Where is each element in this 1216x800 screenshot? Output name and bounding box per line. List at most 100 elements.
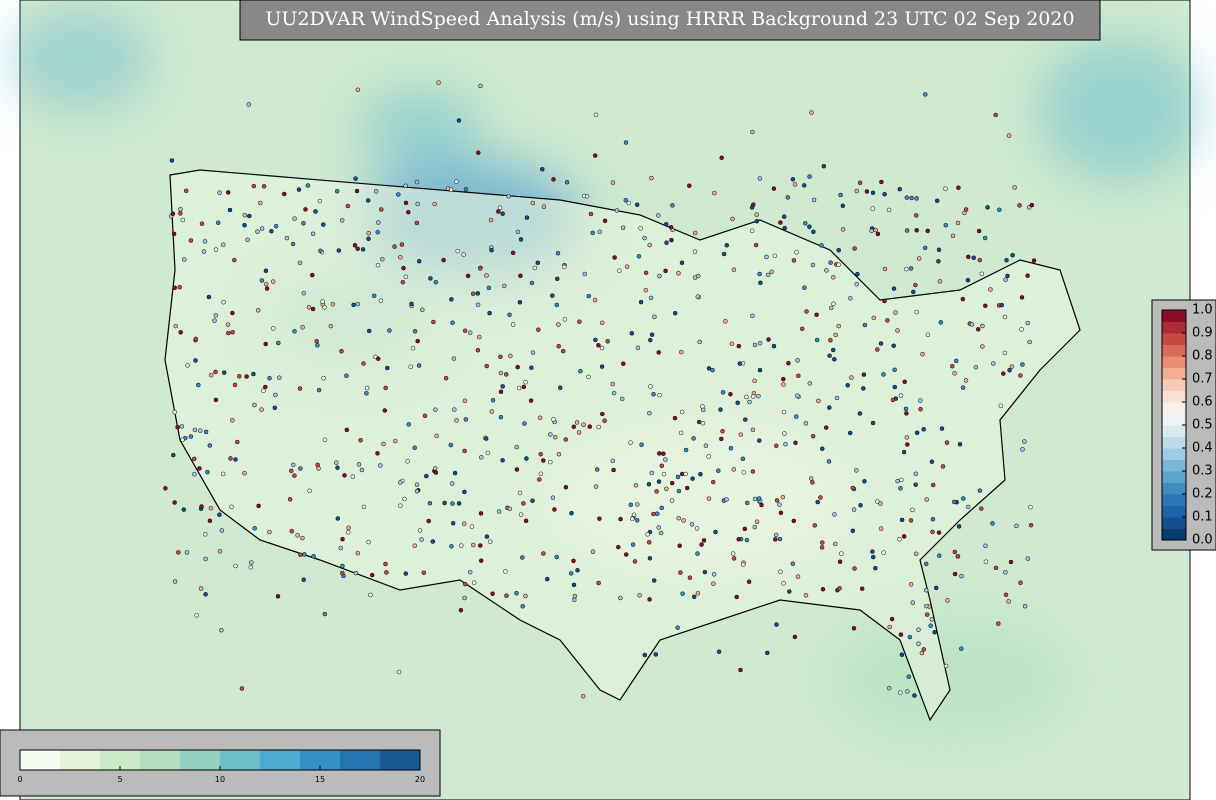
observation-dot [812, 523, 818, 528]
colorbar-swatch [1162, 402, 1186, 414]
observation-dot [913, 482, 918, 487]
observation-dot [634, 518, 640, 523]
observation-dot [754, 519, 760, 524]
observation-dot [852, 566, 857, 571]
observation-dot [648, 384, 653, 389]
observation-dot [656, 213, 661, 218]
land-outline [164, 169, 1081, 722]
observation-dot [803, 593, 809, 598]
observation-dot [450, 320, 455, 325]
observation-dot [913, 282, 918, 288]
observation-dot [861, 386, 866, 391]
observation-dot [178, 330, 183, 335]
observation-dot [647, 556, 653, 561]
colorbar-tick-label: 0.9 [1192, 326, 1213, 341]
observation-dot [401, 265, 406, 271]
observation-dot [270, 279, 276, 284]
observation-dot [594, 467, 600, 472]
observation-dot [966, 254, 971, 260]
observation-dot [795, 574, 801, 579]
observation-dot [548, 459, 553, 465]
observation-dot [470, 291, 476, 296]
observation-dot [777, 502, 782, 507]
observation-dot [383, 561, 388, 567]
observation-dot [893, 310, 898, 315]
observation-dot [409, 301, 414, 307]
colorbar-swatch [1162, 356, 1186, 368]
observation-dot [172, 500, 177, 505]
colorbar-tick-label: 15 [315, 775, 325, 784]
observation-dot [432, 466, 438, 471]
observation-dot [923, 92, 928, 97]
observation-dot [678, 570, 683, 575]
observation-dot [670, 203, 675, 208]
observation-dot [206, 294, 212, 300]
observation-dot [484, 273, 489, 278]
observation-dot [744, 537, 750, 543]
observation-dot [219, 528, 225, 533]
observation-dot [477, 266, 483, 271]
observation-dot [790, 561, 796, 566]
observation-dot [456, 501, 462, 506]
observation-dot [886, 685, 892, 691]
observation-dot [716, 468, 721, 473]
observation-dot [213, 397, 219, 403]
observation-dot [1028, 504, 1033, 510]
observation-dot [346, 525, 351, 531]
observation-dot [605, 339, 610, 344]
observation-dot [593, 112, 599, 118]
observation-dot [729, 341, 735, 347]
observation-dot [297, 386, 303, 391]
colorbar-tick-label: 0.6 [1192, 395, 1213, 410]
observation-dot [515, 229, 521, 235]
observation-dot [398, 503, 403, 508]
observation-dot [870, 554, 876, 560]
observation-dot [369, 572, 375, 578]
observation-dot [799, 326, 805, 332]
observation-dot [929, 617, 935, 622]
colorbar-tick-label: 0.2 [1192, 487, 1213, 502]
observation-dot [396, 192, 401, 197]
observation-dot [498, 414, 504, 420]
observation-dot [711, 572, 717, 577]
observation-dot [701, 407, 706, 413]
observation-dot [832, 357, 837, 362]
colorbar-swatch [220, 750, 261, 770]
observation-dot [384, 570, 389, 575]
observation-dot [943, 222, 949, 228]
observation-dot [596, 580, 601, 586]
observation-dot [353, 176, 358, 181]
observation-dot [908, 582, 914, 587]
observation-dot [850, 485, 856, 491]
observation-dot [849, 375, 854, 380]
observation-dot [462, 398, 468, 404]
observation-dot [252, 402, 257, 408]
observation-dot [724, 243, 730, 248]
observation-dot [504, 593, 509, 598]
observation-dot [759, 502, 764, 508]
observation-dot [804, 309, 809, 314]
observation-dot [172, 579, 178, 584]
observation-dot [448, 442, 454, 448]
observation-dot [659, 505, 664, 511]
observation-dot [778, 510, 784, 516]
observation-dot [610, 180, 616, 185]
observation-dot [819, 243, 824, 248]
observation-dot [828, 260, 833, 265]
colorbar-swatch [1162, 321, 1186, 334]
observation-dot [199, 504, 204, 509]
observation-dot [651, 578, 657, 583]
observation-dot [950, 233, 956, 239]
observation-dot [801, 183, 807, 188]
observation-dot [695, 591, 701, 596]
observation-dot [572, 593, 578, 599]
observation-dot [355, 550, 361, 556]
observation-dot [647, 597, 652, 602]
observation-dot [919, 650, 925, 656]
observation-dot [921, 647, 927, 652]
observation-dot [432, 201, 437, 207]
observation-dot [449, 544, 454, 549]
observation-dot [701, 538, 707, 543]
observation-dot [870, 206, 875, 211]
observation-dot [878, 501, 883, 506]
